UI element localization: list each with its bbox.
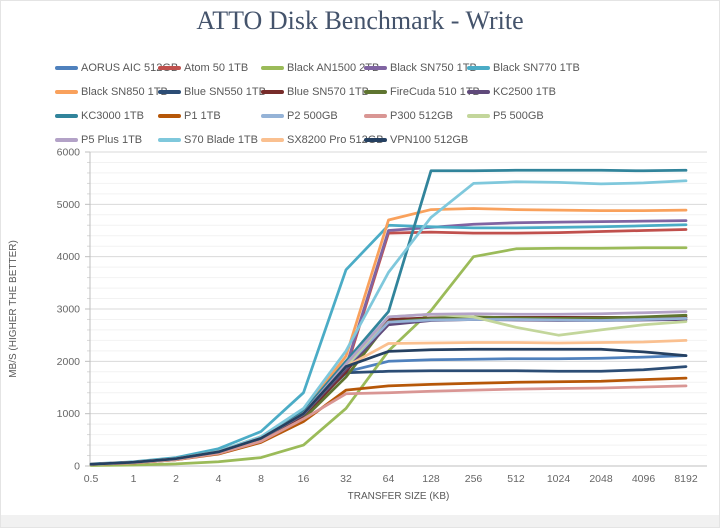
legend-swatch [158,66,181,70]
series-line-firecuda-510-1tb [89,313,688,466]
legend-item-p2-500gb: P2 500GB [261,109,364,122]
legend-item-kc3000-1tb: KC3000 1TB [55,109,158,122]
legend-item-p300-512gb: P300 512GB [364,109,467,122]
legend-item-label: Black SN850 1TB [81,85,168,98]
legend-swatch [158,90,181,94]
x-axis-title: TRANSFER SIZE (KB) [348,491,450,502]
legend-item-blue-sn550-1tb: Blue SN550 1TB [158,86,266,98]
y-axis-tick-label: 4000 [57,251,81,263]
legend-item-label: KC2500 1TB [493,85,556,98]
legend-swatch [261,90,284,94]
y-axis-tick-label: 1000 [57,408,81,420]
legend-item-s70-blade-1tb: S70 Blade 1TB [158,133,261,146]
legend-item-label: FireCuda 510 1TB [390,85,480,98]
x-axis-tick-label: 2 [173,473,179,485]
series-line-black-sn770-1tb [89,223,688,466]
legend-item-label: VPN100 512GB [390,133,469,146]
legend-item-label: SX8200 Pro 512GB [287,133,384,146]
x-axis-tick-label: 16 [298,473,310,485]
legend-item-label: S70 Blade 1TB [184,133,258,146]
legend-swatch [261,138,284,142]
legend-item-p5-500gb: P5 500GB [467,109,570,122]
legend-item-black-sn750-1tb: Black SN750 1TB [364,62,477,74]
y-axis-tick-label: 3000 [57,304,81,316]
legend-item-label: Blue SN570 1TB [287,85,369,98]
legend-swatch [364,114,387,118]
legend-swatch [55,138,78,142]
legend-item-label: P2 500GB [287,109,338,122]
legend-swatch [261,114,284,118]
legend-item-sx8200-pro-512gb: SX8200 Pro 512GB [261,134,384,146]
bottom-gray-strip [0,515,720,528]
y-axis-tick-label: 0 [74,461,80,473]
legend-item-aorus-aic-512gb: AORUS AIC 512GB [55,62,178,74]
series-line-black-sn850-1tb [89,207,688,466]
x-axis-tick-label: 64 [383,473,395,485]
legend-swatch [55,114,78,118]
legend-swatch [364,138,387,142]
legend-item-label: AORUS AIC 512GB [81,61,179,74]
x-axis-tick-label: 512 [507,473,525,485]
legend-item-label: P5 500GB [493,109,544,122]
x-axis-tick-label: 4 [216,473,222,485]
legend-item-label: Black SN770 1TB [493,61,580,74]
x-axis-tick-label: 128 [422,473,440,485]
series-line-black-an1500-2tb [89,246,688,467]
legend-item-p1-1tb: P1 1TB [158,109,261,122]
series-line-p300-512gb [89,384,688,466]
legend-item-label: Atom 50 1TB [184,61,249,74]
series-line-atom-50-1tb [89,228,688,466]
legend-item-kc2500-1tb: KC2500 1TB [467,85,570,98]
x-axis-tick-label: 1 [131,473,137,485]
legend-swatch [158,138,181,142]
legend-item-label: Blue SN550 1TB [184,85,266,98]
series-line-blue-sn570-1tb [89,316,688,466]
legend-item-black-sn850-1tb: Black SN850 1TB [55,86,168,98]
legend-item-label: P300 512GB [390,109,453,122]
x-axis-tick-label: 2048 [589,473,613,485]
legend-item-label: KC3000 1TB [81,109,144,122]
x-axis-tick-label: 4096 [632,473,656,485]
y-axis-title: MB/S (HIGHER THE BETTER) [8,240,19,378]
series-line-vpn100-512gb [89,347,688,466]
legend-swatch [158,114,181,118]
y-axis-tick-label: 5000 [57,199,81,211]
y-axis-tick-label: 2000 [57,356,81,368]
series-line-p1-1tb [89,376,688,466]
legend-swatch [55,90,78,94]
legend-item-atom-50-1tb: Atom 50 1TB [158,61,261,74]
legend-item-black-an1500-2tb: Black AN1500 2TB [261,62,379,74]
chart-legend: AORUS AIC 512GB Atom 50 1TB Black AN1500 2… [55,56,580,152]
x-axis-tick-label: 0.5 [84,473,99,485]
legend-item-label: P1 1TB [184,109,221,122]
legend-swatch [467,114,490,118]
legend-swatch [364,90,387,94]
x-axis-tick-label: 8192 [674,473,698,485]
x-axis-tick-label: 1024 [547,473,571,485]
legend-item-label: Black SN750 1TB [390,61,477,74]
chart-title: ATTO Disk Benchmark - Write [196,6,524,35]
legend-item-firecuda-510-1tb: FireCuda 510 1TB [364,86,480,98]
legend-item-label: Black AN1500 2TB [287,61,380,74]
legend-item-blue-sn570-1tb: Blue SN570 1TB [261,86,369,98]
legend-swatch [261,66,284,70]
legend-swatch [467,66,490,70]
y-axis-tick-label: 6000 [57,147,81,159]
x-axis-tick-label: 32 [340,473,352,485]
legend-item-vpn100-512gb: VPN100 512GB [364,133,469,146]
x-axis-tick-label: 8 [258,473,264,485]
x-axis-tick-label: 256 [465,473,483,485]
legend-swatch [55,66,78,70]
legend-swatch [467,90,490,94]
legend-swatch [364,66,387,70]
legend-item-p5-plus-1tb: P5 Plus 1TB [55,133,158,146]
legend-item-label: P5 Plus 1TB [81,133,143,146]
legend-item-black-sn770-1tb: Black SN770 1TB [467,62,580,74]
